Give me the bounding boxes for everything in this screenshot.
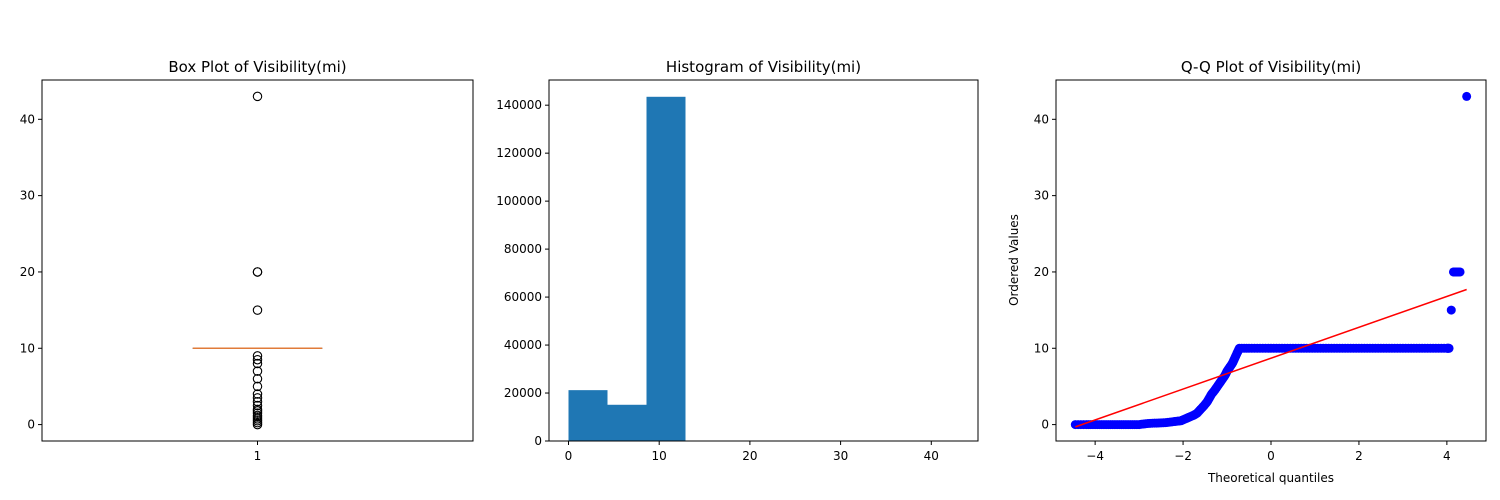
outlier-point	[252, 91, 263, 102]
qq-point	[1455, 267, 1465, 277]
outlier-point	[252, 393, 263, 403]
outlier-point	[252, 374, 263, 384]
qq-point	[1446, 305, 1456, 315]
outlier-point	[252, 354, 263, 365]
y-tick-label: 10	[20, 341, 35, 355]
qq-plot-y-axis-label: Ordered Values	[1007, 214, 1021, 306]
x-tick-label: 0	[565, 449, 573, 463]
x-tick-label: 40	[924, 449, 939, 463]
y-tick-label: 20	[1034, 265, 1049, 279]
histogram-title: Histogram of Visibility(mi)	[666, 58, 861, 76]
qq-fit-line	[1075, 288, 1467, 428]
qq-plot-title: Q-Q Plot of Visibility(mi)	[1181, 58, 1361, 76]
y-tick-label: 10	[1034, 341, 1049, 355]
x-tick-label: 2	[1355, 449, 1363, 463]
outlier-point	[252, 305, 263, 315]
y-tick-label: 30	[20, 189, 35, 203]
y-tick-label: 0	[27, 418, 35, 432]
outlier-point	[252, 351, 263, 361]
outlier-point	[252, 419, 263, 430]
y-tick-label: 100000	[496, 194, 542, 208]
histogram-bar	[607, 404, 647, 441]
qq-plot-x-axis-label: Theoretical quantiles	[1207, 471, 1334, 485]
x-tick-label: 20	[742, 449, 757, 463]
x-tick-label: 30	[833, 449, 848, 463]
y-tick-label: 30	[1034, 189, 1049, 203]
y-tick-label: 0	[534, 434, 542, 448]
x-tick-label: −2	[1174, 449, 1192, 463]
box-plot-title: Box Plot of Visibility(mi)	[168, 58, 346, 76]
x-tick-label: 1	[254, 449, 262, 463]
y-tick-label: 40	[20, 112, 35, 126]
outlier-point	[252, 396, 263, 407]
outlier-point	[252, 366, 263, 376]
histogram-axes-frame	[548, 79, 979, 442]
histogram-panel: 0 10 20 30 40 0 20000 40000 60000 80000 100000 120…	[496, 58, 979, 463]
outlier-point	[252, 408, 263, 418]
outlier-point	[252, 267, 263, 277]
box-plot-panel: 1 0 10 20 30 40 Box Plot of Visibility(mi)	[20, 58, 474, 463]
histogram-bar	[646, 96, 686, 441]
y-tick-label: 20	[20, 265, 35, 279]
x-tick-label: 0	[1267, 449, 1275, 463]
qq-point	[1444, 343, 1454, 353]
qq-plot-panel: −4 −2 0 2 4 0 10 20 30 40 Q-Q Plot of Visibility…	[1007, 58, 1487, 485]
x-tick-label: 4	[1443, 449, 1451, 463]
y-tick-label: 40000	[504, 338, 542, 352]
histogram-bar	[568, 390, 608, 441]
y-tick-label: 40	[1034, 112, 1049, 126]
x-tick-label: 10	[652, 449, 667, 463]
y-tick-label: 20000	[504, 386, 542, 400]
outlier-point	[252, 389, 263, 399]
qq-point	[1462, 91, 1472, 101]
y-tick-label: 120000	[496, 146, 542, 160]
y-tick-label: 140000	[496, 98, 542, 112]
outlier-point	[252, 381, 263, 392]
outlier-point	[252, 358, 263, 369]
y-tick-label: 80000	[504, 242, 542, 256]
y-tick-label: 60000	[504, 290, 542, 304]
outlier-point	[252, 400, 263, 411]
x-tick-label: −4	[1086, 449, 1104, 463]
y-tick-label: 0	[1041, 418, 1049, 432]
